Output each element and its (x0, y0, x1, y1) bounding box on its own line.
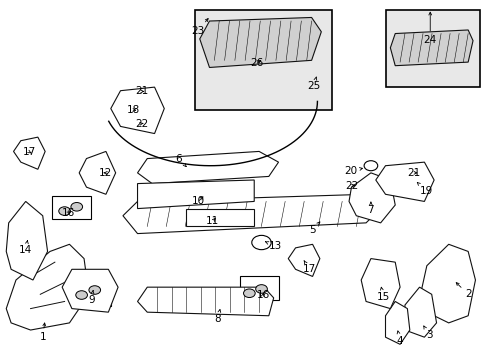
Polygon shape (389, 30, 472, 66)
Polygon shape (62, 269, 118, 312)
Text: 15: 15 (376, 287, 389, 302)
Text: 4: 4 (396, 331, 403, 346)
Circle shape (71, 203, 82, 211)
Bar (239, 276, 278, 300)
Polygon shape (122, 194, 380, 234)
Polygon shape (361, 258, 399, 309)
Text: 9: 9 (88, 291, 95, 305)
Circle shape (243, 289, 255, 297)
Text: 22: 22 (135, 118, 148, 129)
Bar (72, 283, 111, 306)
Bar (195, 10, 331, 111)
Text: 21: 21 (406, 168, 420, 178)
Polygon shape (6, 244, 89, 330)
Text: 20: 20 (343, 166, 362, 176)
Polygon shape (186, 208, 254, 226)
Text: 17: 17 (23, 147, 36, 157)
Text: 16: 16 (256, 290, 269, 300)
Polygon shape (348, 173, 394, 223)
Text: 11: 11 (206, 216, 219, 226)
Polygon shape (137, 180, 254, 208)
Bar (385, 10, 479, 87)
Text: 8: 8 (214, 310, 221, 324)
Circle shape (76, 291, 87, 299)
Polygon shape (287, 244, 319, 276)
Polygon shape (111, 87, 164, 134)
Polygon shape (404, 287, 436, 337)
Text: 16: 16 (62, 208, 75, 218)
Text: 17: 17 (302, 261, 315, 274)
Polygon shape (375, 162, 433, 202)
Text: 2: 2 (455, 283, 470, 299)
Text: 24: 24 (423, 12, 436, 45)
Text: 10: 10 (191, 197, 204, 206)
Polygon shape (385, 301, 409, 344)
Text: 3: 3 (423, 326, 432, 341)
Text: 7: 7 (367, 202, 373, 215)
Text: 25: 25 (306, 77, 320, 91)
Text: 6: 6 (175, 154, 186, 167)
Circle shape (59, 207, 70, 215)
Circle shape (89, 286, 101, 294)
Text: 12: 12 (99, 168, 112, 178)
Text: 23: 23 (191, 19, 208, 36)
Text: 1: 1 (40, 323, 46, 342)
Polygon shape (420, 244, 474, 323)
Polygon shape (200, 18, 321, 67)
Text: 22: 22 (344, 181, 357, 191)
Circle shape (255, 285, 267, 293)
Polygon shape (137, 152, 278, 184)
Polygon shape (14, 137, 45, 169)
Polygon shape (6, 202, 47, 280)
Polygon shape (137, 287, 273, 316)
Circle shape (251, 235, 271, 249)
Text: 5: 5 (308, 222, 319, 235)
Polygon shape (79, 152, 116, 194)
Text: 14: 14 (19, 240, 32, 255)
Text: 18: 18 (127, 105, 140, 115)
Text: 13: 13 (265, 241, 281, 251)
Bar (52, 196, 91, 219)
Text: 26: 26 (249, 58, 263, 68)
Circle shape (364, 161, 377, 171)
Text: 19: 19 (416, 183, 432, 197)
Text: 21: 21 (135, 86, 148, 96)
